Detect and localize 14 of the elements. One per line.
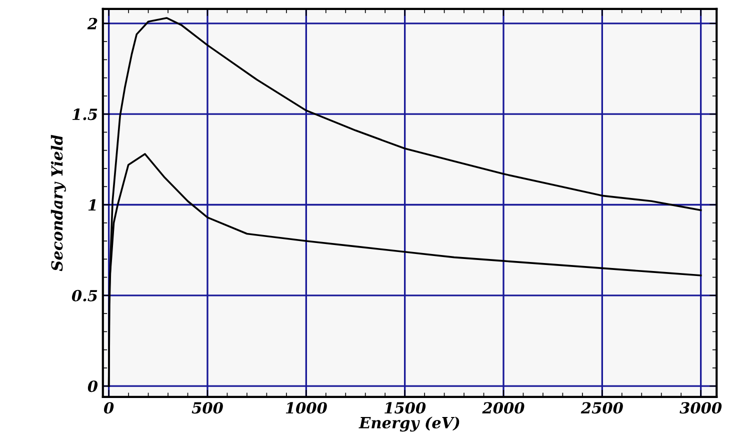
y-tick-label: 2: [87, 18, 98, 30]
y-tick-label: 1: [88, 199, 96, 211]
y-axis-title: Secondary Yield: [50, 134, 66, 272]
x-tick-label: 2000: [482, 402, 524, 414]
x-tick-label: 1500: [384, 402, 426, 414]
y-tick-label: 1.5: [72, 108, 98, 120]
y-tick-label: 0.5: [72, 290, 98, 302]
x-tick-label: 3000: [680, 402, 722, 414]
y-tick-label: 0: [88, 380, 98, 392]
x-tick-label: 2500: [580, 402, 623, 414]
x-tick-label: 500: [192, 402, 223, 414]
x-tick-label: 1000: [286, 402, 327, 414]
x-tick-label: 0: [104, 402, 114, 414]
x-axis-title: Energy (eV): [358, 416, 460, 432]
